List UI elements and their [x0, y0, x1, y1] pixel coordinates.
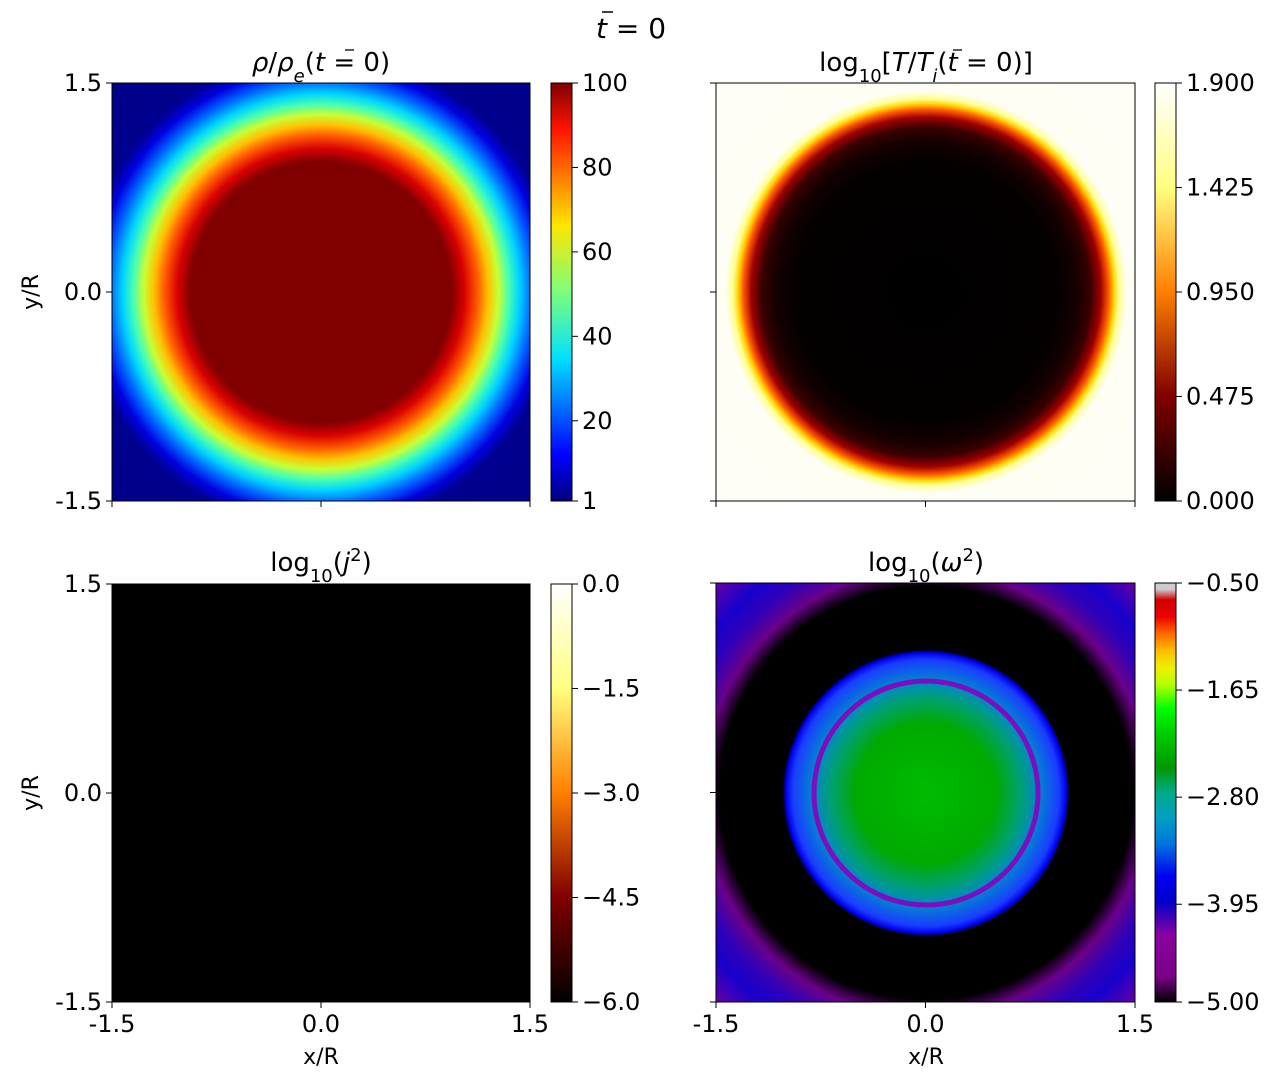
density-colorbar-ticks: 1 20 40 60 80 100 — [572, 69, 628, 515]
density-colorbar-frame — [550, 82, 573, 502]
current-ytick-label: 0.0 — [64, 779, 102, 807]
vorticity-colorbar-tick-label: −3.95 — [1186, 890, 1260, 918]
vorticity-xtick-label: 1.5 — [1116, 1010, 1154, 1038]
current-colorbar-ticks: −6.0 −4.5 −3.0 −1.5 0.0 — [572, 570, 640, 1016]
temperature-colorbar-tick-label: 0.475 — [1186, 383, 1255, 411]
suptitle-t-symbol: t — [596, 12, 608, 45]
current-colorbar — [551, 584, 572, 1002]
vorticity-axes: -1.5 0.0 1.5 — [693, 582, 1154, 1038]
current-heatmap — [112, 584, 530, 1002]
vorticity-thin-ring — [811, 678, 1041, 908]
vorticity-field — [716, 583, 1135, 1002]
vorticity-xtick-label: -1.5 — [693, 1010, 740, 1038]
current-colorbar-tick-label: −6.0 — [582, 988, 640, 1016]
temperature-heatmap — [716, 83, 1135, 501]
density-colorbar-tick-label: 20 — [582, 407, 613, 435]
current-ytick-label: -1.5 — [55, 988, 102, 1016]
temperature-colorbar-tick-label: 0.950 — [1186, 278, 1255, 306]
density-colorbar-tick-label: 80 — [582, 153, 613, 181]
temperature-colorbar-tick-label: 0.000 — [1186, 487, 1255, 515]
vorticity-heatmap — [716, 583, 1135, 1002]
vorticity-xtick-label: 0.0 — [906, 1010, 944, 1038]
current-xtick-label: 1.5 — [511, 1010, 549, 1038]
current-xtick-label: -1.5 — [89, 1010, 136, 1038]
panel-vorticity: log10(ω2) -1.5 0.0 1.5 x/R −5.00 −3.95 −2.80… — [693, 545, 1260, 1071]
vorticity-colorbar-tick-label: −0.50 — [1186, 569, 1260, 597]
density-ytick-label: 1.5 — [64, 69, 102, 97]
vorticity-colorbar-frame — [1154, 582, 1177, 1003]
vorticity-colorbar-tick-label: −5.00 — [1186, 988, 1260, 1016]
current-ytick-label: 1.5 — [64, 570, 102, 598]
current-colorbar-tick-label: −1.5 — [582, 675, 640, 703]
current-colorbar-tick-label: −4.5 — [582, 884, 640, 912]
current-ylabel: y/R — [19, 775, 44, 811]
current-colorbar-tick-label: 0.0 — [582, 570, 620, 598]
density-colorbar-tick-label: 100 — [582, 69, 628, 97]
vorticity-colorbar-tick-label: −1.65 — [1186, 676, 1260, 704]
density-colorbar-tick-label: 1 — [582, 487, 597, 515]
temperature-colorbar-tick-label: 1.900 — [1186, 69, 1255, 97]
temperature-colorbar — [1155, 83, 1176, 501]
current-xtick-label: 0.0 — [302, 1010, 340, 1038]
density-colorbar-tick-label: 40 — [582, 322, 613, 350]
current-axes: -1.5 0.0 1.5 -1.5 0.0 1.5 — [55, 570, 549, 1038]
suptitle-equals: = 0 — [607, 12, 666, 45]
temperature-axes — [710, 82, 1136, 507]
density-colorbar — [551, 83, 572, 501]
temperature-colorbar-ticks: 0.000 0.475 0.950 1.425 1.900 — [1176, 69, 1255, 515]
panel-current: log10(j2) -1.5 0.0 1.5 -1.5 0.0 1.5 y/R x/R −… — [19, 545, 640, 1071]
density-ylabel: y/R — [19, 274, 44, 310]
current-colorbar-tick-label: −3.0 — [582, 779, 640, 807]
panel-current-title: log10(j2) — [270, 545, 372, 587]
density-ytick-label: -1.5 — [55, 487, 102, 515]
panel-density-title: ρ/ρe(t = 0) — [252, 48, 390, 87]
current-xlabel: x/R — [303, 1045, 339, 1070]
vorticity-colorbar-tick-label: −2.80 — [1186, 783, 1260, 811]
figure-suptitle: t = 0 — [596, 12, 666, 45]
density-heatmap — [112, 83, 530, 501]
panel-density: ρ/ρe(t = 0) -1.5 0.0 1.5 y/R 1 20 40 60 80 100 — [19, 48, 628, 515]
temperature-colorbar-tick-label: 1.425 — [1186, 174, 1255, 202]
density-axes: -1.5 0.0 1.5 — [55, 69, 531, 515]
vorticity-colorbar-ticks: −5.00 −3.95 −2.80 −1.65 −0.50 — [1176, 569, 1260, 1016]
panel-temperature-title: log10[T/Ti(t = 0)] — [819, 48, 1033, 87]
density-ytick-label: 0.0 — [64, 278, 102, 306]
panel-temperature: log10[T/Ti(t = 0)] 0.000 0.475 0.950 1.425 1… — [710, 48, 1255, 515]
panel-vorticity-title: log10(ω2) — [868, 545, 984, 587]
density-colorbar-tick-label: 60 — [582, 238, 613, 266]
vorticity-xlabel: x/R — [908, 1045, 944, 1070]
vorticity-colorbar — [1155, 583, 1176, 1002]
